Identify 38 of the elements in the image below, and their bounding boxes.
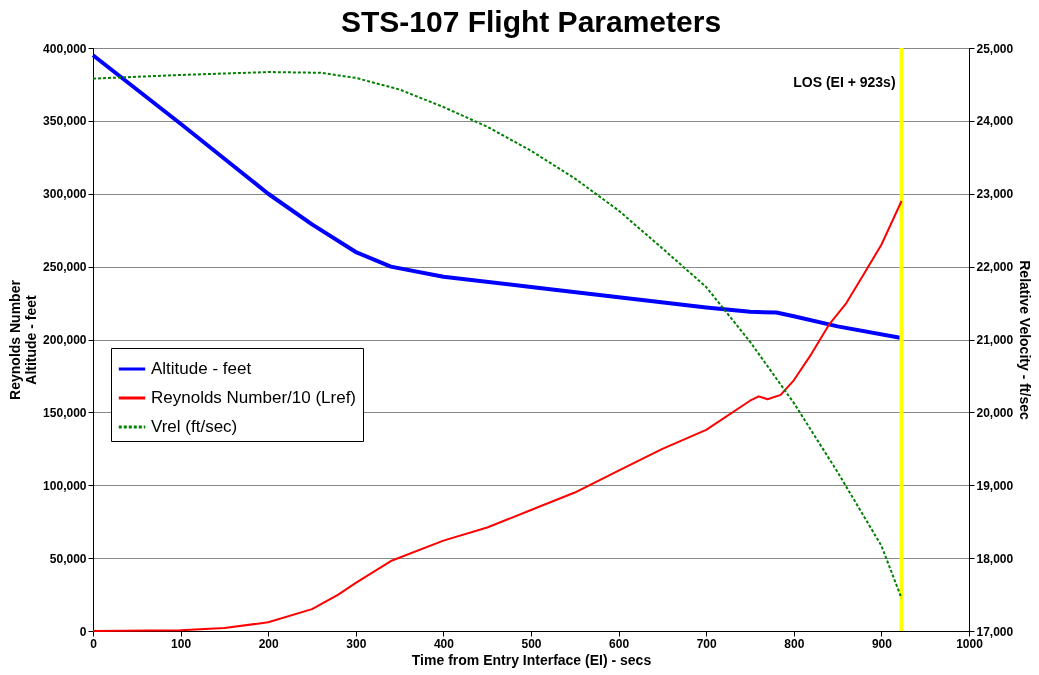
x-tick-label: 400 [433,636,455,651]
x-tick-label: 900 [871,636,893,651]
y2-tick-label: 24,000 [976,114,1014,129]
y-tick-label: 100,000 [43,478,87,493]
y-tick-label: 400,000 [43,41,87,56]
y-tick-label: 0 [79,624,87,639]
y2-axis-title: Relative Velocity - ft/sec [1017,260,1034,420]
x-tick-label: 100 [171,636,192,651]
y-tick-label: 300,000 [43,187,87,202]
ref-line-label: LOS (EI + 923s) [793,74,896,90]
x-tick-label: 700 [696,636,718,651]
y-tick-label: 50,000 [49,551,87,566]
legend-label: Altitude - feet [151,359,252,378]
x-tick-label: 200 [258,636,280,651]
x-tick-label: 600 [609,636,630,651]
y2-tick-label: 21,000 [976,333,1014,347]
x-tick-label: 800 [784,636,805,651]
x-tick-label: 1000 [956,636,984,651]
y2-tick-label: 18,000 [976,551,1014,566]
y-tick-label: 350,000 [43,114,87,129]
chart-title: STS-107 Flight Parameters [340,5,722,38]
x-tick-label: 0 [90,636,98,651]
line-series [92,200,903,632]
y-tick-label: 200,000 [43,333,87,347]
y2-tick-label: 17,000 [976,624,1014,639]
legend-label: Reynolds Number/10 (Lref) [151,388,357,407]
y2-tick-label: 25,000 [976,41,1014,56]
x-axis-title: Time from Entry Interface (EI) - secs [411,651,652,668]
y2-tick-label: 19,000 [976,478,1014,493]
x-tick-label: 500 [521,636,542,651]
y-tick-label: 150,000 [43,405,87,420]
y2-tick-label: 22,000 [976,260,1014,275]
y-axis-title: Reynolds Number Altitude - feet [7,279,40,400]
y2-tick-label: 23,000 [976,187,1014,202]
y-tick-label: 250,000 [43,260,87,275]
legend-label: Vrel (ft/sec) [151,417,238,436]
y2-tick-label: 20,000 [976,405,1014,420]
x-tick-label: 300 [346,636,367,651]
